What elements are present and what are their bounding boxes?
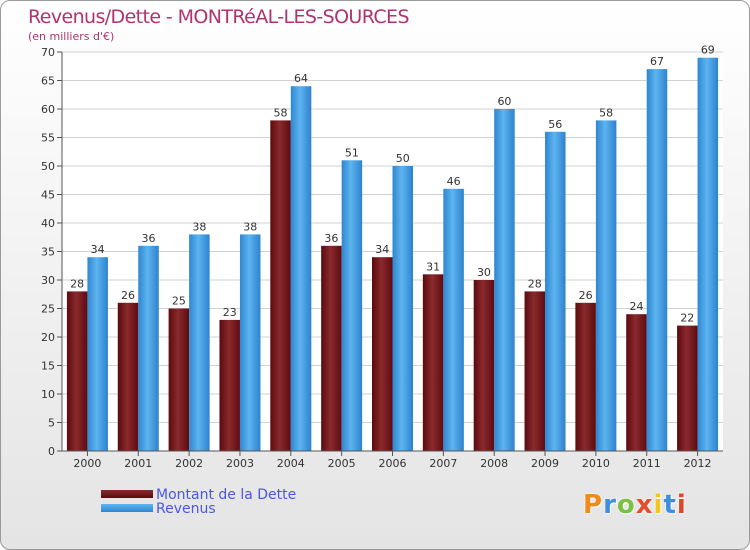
chart-subtitle: (en milliers d'€) [28, 30, 115, 43]
bar-revenue [494, 109, 515, 451]
data-label-revenue: 50 [396, 152, 410, 165]
data-label-debt: 36 [324, 232, 338, 245]
bar-debt [524, 291, 546, 451]
x-tick-label: 2004 [277, 457, 305, 470]
data-label-revenue: 38 [243, 220, 257, 233]
logo-letter: t [663, 490, 677, 520]
y-tick-label: 55 [41, 132, 55, 145]
bar-debt [66, 291, 88, 451]
legend-label-revenue: Revenus [156, 501, 216, 517]
y-tick-label: 65 [41, 75, 55, 88]
chart-title: Revenus/Dette - MONTRéAL-LES-SOURCES [28, 6, 410, 28]
data-label-revenue: 64 [294, 72, 308, 85]
x-tick-label: 2001 [124, 457, 152, 470]
logo-letter: i [653, 490, 664, 520]
data-label-debt: 30 [477, 266, 491, 279]
bar-debt [219, 319, 240, 451]
x-tick-label: 2012 [684, 457, 712, 470]
legend-label-debt: Montant de la Dette [156, 487, 297, 503]
bar-debt [270, 120, 291, 452]
data-label-debt: 31 [426, 260, 440, 273]
data-label-debt: 23 [223, 306, 237, 319]
legend-swatch-debt [101, 490, 153, 498]
data-label-debt: 26 [121, 289, 135, 302]
proxiti-logo: Proxiti [583, 490, 687, 520]
data-label-revenue: 38 [192, 220, 206, 233]
y-tick-label: 60 [41, 103, 55, 116]
y-tick-label: 10 [41, 388, 55, 401]
data-label-revenue: 46 [447, 175, 461, 188]
x-tick-label: 2011 [633, 457, 661, 470]
y-tick-label: 30 [41, 274, 55, 287]
bar-debt [626, 314, 647, 451]
data-label-debt: 58 [274, 106, 288, 119]
data-label-debt: 34 [375, 243, 389, 256]
bar-debt [372, 257, 393, 451]
x-tick-label: 2005 [328, 457, 356, 470]
y-tick-label: 50 [41, 160, 55, 173]
data-label-debt: 24 [629, 300, 643, 313]
data-label-revenue: 58 [599, 106, 613, 119]
y-tick-label: 40 [41, 217, 55, 230]
data-label-revenue: 69 [701, 44, 715, 57]
bar-revenue [87, 257, 108, 451]
y-tick-label: 70 [41, 46, 55, 59]
data-label-debt: 26 [579, 289, 593, 302]
x-tick-label: 2009 [531, 457, 559, 470]
bar-debt [117, 302, 139, 451]
x-tick-label: 2008 [480, 457, 508, 470]
x-tick-label: 2002 [175, 457, 203, 470]
bar-revenue [595, 120, 617, 452]
data-label-revenue: 34 [91, 243, 105, 256]
logo-letter: P [583, 490, 604, 520]
bar-revenue [138, 245, 159, 451]
logo-letter: o [616, 490, 636, 520]
bar-revenue [697, 57, 719, 451]
bar-revenue [239, 234, 261, 451]
bar-debt [575, 302, 596, 451]
y-tick-label: 45 [41, 189, 55, 202]
bar-revenue [341, 160, 363, 452]
x-tick-label: 2007 [429, 457, 457, 470]
y-tick-label: 25 [41, 303, 55, 316]
bar-revenue [646, 69, 668, 451]
logo-letter: i [676, 490, 687, 520]
x-tick-label: 2003 [226, 457, 254, 470]
bar-debt [473, 280, 495, 451]
bar-debt [321, 245, 342, 451]
data-label-revenue: 67 [650, 55, 664, 68]
data-label-debt: 25 [172, 295, 186, 308]
bar-revenue [392, 166, 413, 451]
bar-debt [422, 274, 444, 451]
bar-debt [168, 308, 190, 451]
bar-revenue [189, 234, 210, 451]
y-tick-label: 35 [41, 246, 55, 259]
x-tick-label: 2006 [379, 457, 407, 470]
x-tick-label: 2010 [582, 457, 610, 470]
y-tick-label: 0 [48, 445, 55, 458]
x-tick-label: 2000 [73, 457, 101, 470]
logo-letter: r [603, 490, 617, 520]
data-label-debt: 22 [680, 312, 694, 325]
data-label-revenue: 36 [142, 232, 156, 245]
bar-revenue [545, 131, 566, 452]
data-label-debt: 28 [70, 277, 84, 290]
y-tick-label: 15 [41, 360, 55, 373]
legend-swatch-revenue [101, 504, 153, 512]
bar-debt [677, 325, 698, 451]
data-label-revenue: 60 [497, 95, 511, 108]
bar-revenue [290, 86, 312, 451]
data-label-debt: 28 [528, 277, 542, 290]
y-tick-label: 20 [41, 331, 55, 344]
data-label-revenue: 56 [548, 118, 562, 131]
bar-revenue [443, 188, 464, 452]
logo-letter: x [635, 490, 654, 520]
y-tick-label: 5 [48, 417, 55, 430]
data-label-revenue: 51 [345, 146, 359, 159]
